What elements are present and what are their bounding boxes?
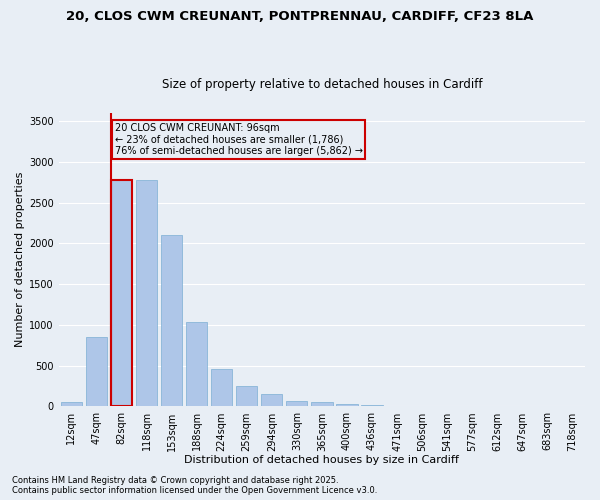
- Bar: [336, 404, 358, 406]
- Text: 20 CLOS CWM CREUNANT: 96sqm
← 23% of detached houses are smaller (1,786)
76% of : 20 CLOS CWM CREUNANT: 96sqm ← 23% of det…: [115, 123, 362, 156]
- Bar: [136, 180, 157, 406]
- Bar: [61, 402, 82, 406]
- Bar: [236, 386, 257, 406]
- Title: Size of property relative to detached houses in Cardiff: Size of property relative to detached ho…: [161, 78, 482, 91]
- X-axis label: Distribution of detached houses by size in Cardiff: Distribution of detached houses by size …: [184, 455, 460, 465]
- Bar: [186, 322, 207, 406]
- Text: 20, CLOS CWM CREUNANT, PONTPRENNAU, CARDIFF, CF23 8LA: 20, CLOS CWM CREUNANT, PONTPRENNAU, CARD…: [67, 10, 533, 23]
- Bar: [311, 402, 332, 406]
- Bar: [161, 236, 182, 406]
- Bar: [361, 405, 383, 406]
- Bar: [261, 394, 283, 406]
- Bar: [211, 369, 232, 406]
- Y-axis label: Number of detached properties: Number of detached properties: [15, 172, 25, 348]
- Bar: [286, 401, 307, 406]
- Bar: [111, 180, 132, 406]
- Text: Contains HM Land Registry data © Crown copyright and database right 2025.
Contai: Contains HM Land Registry data © Crown c…: [12, 476, 377, 495]
- Bar: [86, 337, 107, 406]
